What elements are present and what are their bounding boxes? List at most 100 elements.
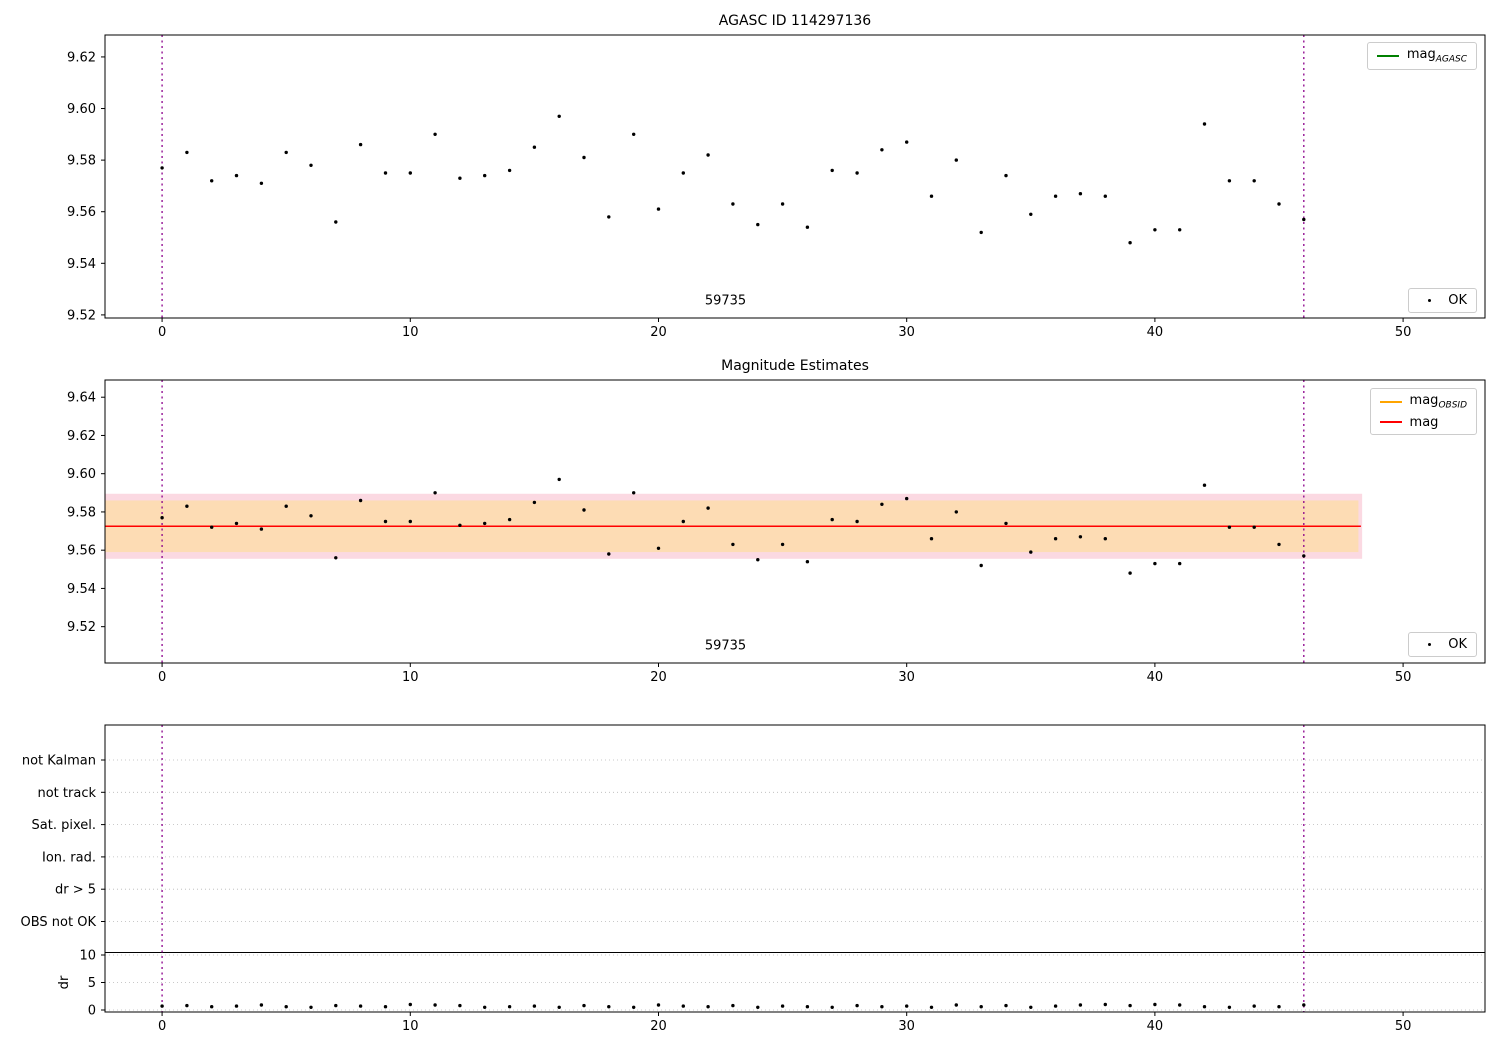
plot3-dr-tick-label: 10 bbox=[79, 949, 96, 964]
legend-label: magAGASC bbox=[1406, 47, 1467, 65]
plot2-data-point bbox=[507, 517, 512, 522]
plot3-category-label: Sat. pixel. bbox=[32, 818, 96, 833]
plot1-data-point bbox=[979, 230, 983, 235]
legend-marker-sample bbox=[1418, 299, 1440, 302]
plot1-data-point bbox=[483, 173, 487, 178]
plot2-ytick-label: 9.54 bbox=[67, 582, 96, 597]
plot2-data-point bbox=[557, 477, 561, 482]
plot3-data-point bbox=[483, 1005, 487, 1009]
plot2-data-point bbox=[383, 519, 388, 524]
plot1-data-point bbox=[160, 166, 164, 170]
plot2-data-point bbox=[830, 517, 834, 522]
plot3-dr-tick-label: 0 bbox=[88, 1004, 96, 1019]
plot1-data-point bbox=[880, 148, 884, 152]
plot2-data-point bbox=[1029, 550, 1033, 554]
plot3-data-point bbox=[210, 1005, 214, 1009]
plot3-category-label: OBS not OK bbox=[21, 915, 97, 930]
legend-label: OK bbox=[1448, 637, 1467, 652]
plot2-data-point bbox=[1277, 542, 1281, 547]
plot3-data-point bbox=[805, 1005, 810, 1009]
plot2-data-point bbox=[334, 556, 338, 560]
plot3-data-point bbox=[632, 1005, 636, 1009]
plot1-data-point bbox=[706, 153, 710, 157]
plot3-data-point bbox=[1029, 1005, 1033, 1009]
plot3-data-point bbox=[1302, 1003, 1306, 1007]
plot1-data-point bbox=[929, 194, 934, 198]
plot1-data-point bbox=[259, 181, 264, 185]
plot2-ytick-label: 9.56 bbox=[67, 544, 96, 559]
plot2-data-point bbox=[805, 560, 810, 564]
plot3-xtick-label: 40 bbox=[1147, 1019, 1164, 1034]
plot2-data-point bbox=[1128, 571, 1132, 575]
plot3-data-point bbox=[408, 1002, 412, 1007]
plot3-data-point bbox=[284, 1005, 288, 1009]
plot1-data-point bbox=[1252, 179, 1256, 183]
plot1-data-point bbox=[309, 163, 313, 167]
plot2-data-point bbox=[1078, 535, 1083, 539]
plot2-data-point bbox=[1202, 483, 1207, 487]
plot1-xtick-label: 20 bbox=[650, 325, 667, 340]
plot2-data-point bbox=[1053, 537, 1058, 541]
legend-row: magOBSID bbox=[1379, 393, 1467, 411]
plot1-data-point bbox=[855, 171, 859, 175]
legend-row: mag bbox=[1379, 415, 1467, 430]
plot2-data-point bbox=[1178, 561, 1182, 566]
plot1-data-point bbox=[1202, 122, 1207, 126]
plot3-data-point bbox=[185, 1003, 189, 1008]
plot3-data-point bbox=[1178, 1003, 1182, 1007]
plot3-data-point bbox=[607, 1005, 611, 1009]
plot1-frame bbox=[104, 34, 1486, 319]
plot1-data-point bbox=[1128, 241, 1132, 245]
ok-point-icon bbox=[1427, 643, 1431, 646]
plot1-data-point bbox=[507, 168, 512, 173]
plot3-data-point bbox=[1227, 1005, 1232, 1009]
plot2-frame bbox=[104, 379, 1486, 664]
plot3-data-point bbox=[830, 1005, 834, 1009]
plot3-data-point bbox=[731, 1003, 735, 1008]
plot2-ytick-label: 9.58 bbox=[67, 505, 96, 520]
plot1-data-point bbox=[1277, 202, 1281, 206]
plot2-obsid-annotation: 59735 bbox=[705, 639, 746, 654]
plot1-ytick-label: 9.58 bbox=[67, 154, 96, 169]
plot2-data-point bbox=[408, 519, 412, 524]
plot1-data-point bbox=[1227, 179, 1232, 183]
plot3-data-point bbox=[358, 1004, 363, 1008]
plot3-data-point bbox=[905, 1004, 909, 1008]
plot3-xtick-label: 0 bbox=[158, 1019, 166, 1034]
plot3-data-point bbox=[1103, 1002, 1108, 1007]
ok-point-icon bbox=[1427, 299, 1431, 302]
plot2-ytick-label: 9.64 bbox=[67, 391, 96, 406]
plot2-xtick-label: 40 bbox=[1147, 670, 1164, 685]
plot3-data-point bbox=[1004, 1003, 1008, 1008]
plot1-xtick-label: 50 bbox=[1395, 325, 1412, 340]
plot1-data-point bbox=[632, 132, 636, 136]
plot2-data-point bbox=[458, 523, 462, 527]
plot3-data-point bbox=[1078, 1003, 1083, 1007]
plot3-xtick-label: 20 bbox=[650, 1019, 667, 1034]
plot2-data-point bbox=[483, 521, 487, 526]
plot1-data-point bbox=[458, 176, 462, 180]
plot1-data-point bbox=[185, 150, 189, 155]
plot1-data-point bbox=[905, 140, 909, 144]
plot3-data-point bbox=[582, 1003, 586, 1008]
plot2-data-point bbox=[210, 525, 214, 529]
plot1-data-point bbox=[656, 207, 661, 211]
plot3-ylabel: dr bbox=[57, 975, 72, 989]
plot1-data-point bbox=[582, 155, 586, 160]
plot2-data-point bbox=[1252, 525, 1256, 529]
plot1-xtick-label: 30 bbox=[898, 325, 915, 340]
plot3-data-point bbox=[855, 1003, 859, 1008]
plot1-ytick-label: 9.54 bbox=[67, 257, 96, 272]
plot2-ytick-label: 9.52 bbox=[67, 620, 96, 635]
plot1-data-point bbox=[1078, 192, 1083, 196]
plot3-data-point bbox=[334, 1003, 338, 1008]
plot3-data-point bbox=[706, 1005, 710, 1009]
plot2-ytick-label: 9.62 bbox=[67, 429, 96, 444]
plot1-xtick-label: 0 bbox=[158, 325, 166, 340]
plot3-data-point bbox=[929, 1005, 934, 1009]
legend-line-sample bbox=[1379, 400, 1402, 403]
plot2-data-point bbox=[1103, 537, 1108, 541]
legend-line-sample bbox=[1376, 54, 1399, 57]
plot3-data-point bbox=[756, 1005, 760, 1009]
